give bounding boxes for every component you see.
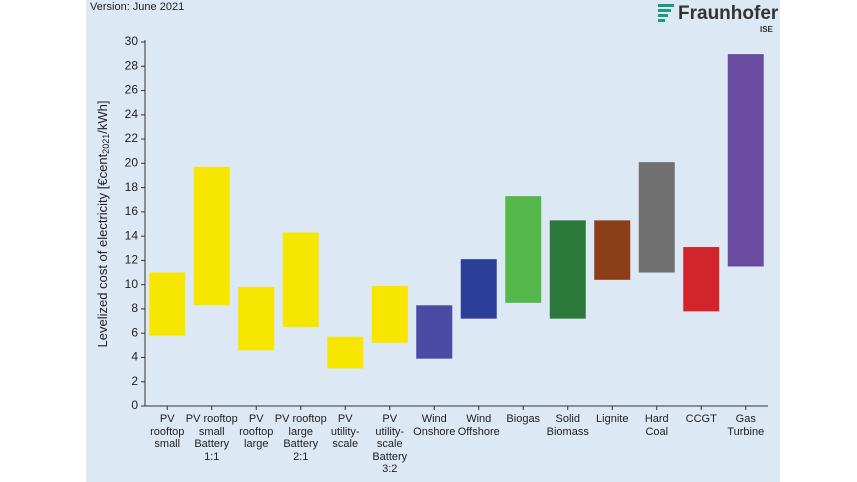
y-tick-label: 2 bbox=[131, 374, 138, 388]
bar bbox=[727, 54, 764, 267]
y-tick-label: 10 bbox=[125, 277, 139, 291]
y-tick-label: 26 bbox=[125, 83, 139, 97]
y-tick-label: 28 bbox=[125, 58, 139, 72]
bar bbox=[327, 336, 364, 369]
x-tick-label: PV rooftop large bbox=[239, 413, 274, 450]
x-tick-label: PV utility- scale Battery 3:2 bbox=[372, 413, 408, 475]
version: Version: June 2021 bbox=[90, 1, 184, 13]
x-tick-label: PV rooftop large Battery 2:1 bbox=[274, 413, 327, 463]
bar bbox=[149, 272, 186, 336]
y-tick-label: 6 bbox=[131, 325, 138, 339]
bar bbox=[193, 166, 230, 306]
y-label-sub: 2021 bbox=[101, 134, 111, 154]
bar bbox=[594, 220, 631, 280]
logo-sub: ISE bbox=[760, 25, 774, 34]
y-tick-label: 14 bbox=[125, 228, 139, 242]
bar bbox=[416, 305, 453, 359]
bar bbox=[505, 196, 542, 303]
y-tick-label: 24 bbox=[125, 107, 139, 121]
y-tick-label: 18 bbox=[125, 180, 139, 194]
x-tick-label: Hard Coal bbox=[644, 413, 669, 438]
logo: Fraunhofer bbox=[678, 3, 779, 24]
bar bbox=[238, 287, 275, 351]
bar bbox=[549, 220, 586, 319]
y-label-end: /kWh] bbox=[95, 101, 110, 134]
x-tick-label: PV utility- scale bbox=[330, 413, 360, 450]
y-tick-label: 0 bbox=[131, 398, 138, 412]
y-tick-label: 16 bbox=[125, 204, 139, 218]
y-tick-label: 4 bbox=[131, 350, 138, 364]
x-tick-label: Lignite bbox=[596, 413, 629, 425]
x-tick-label: Gas Turbine bbox=[727, 413, 765, 438]
x-tick-label: Wind Offshore bbox=[457, 413, 500, 438]
bar bbox=[638, 162, 675, 273]
bar bbox=[460, 259, 497, 319]
y-tick-label: 22 bbox=[125, 131, 139, 145]
bar bbox=[371, 285, 408, 343]
x-tick-label: PV rooftop small Battery 1:1 bbox=[185, 413, 238, 463]
x-tick-label: PV rooftop small bbox=[150, 413, 185, 450]
y-label-main: Levelized cost of electricity [€cent bbox=[95, 153, 110, 347]
y-tick-label: 12 bbox=[125, 253, 139, 267]
x-tick-label: Solid Biomass bbox=[546, 413, 589, 438]
logo-icon bbox=[658, 4, 674, 22]
y-axis-label: Levelized cost of electricity [€cent2021… bbox=[95, 101, 111, 348]
y-tick-label: 8 bbox=[131, 301, 138, 315]
x-tick-label: Wind Onshore bbox=[413, 413, 456, 438]
bar bbox=[282, 232, 319, 328]
y-tick-label: 20 bbox=[125, 156, 139, 170]
x-tick-label: Biogas bbox=[506, 413, 541, 425]
y-tick-label: 30 bbox=[125, 34, 139, 48]
x-tick-label: CCGT bbox=[685, 413, 717, 425]
bar bbox=[683, 247, 720, 312]
